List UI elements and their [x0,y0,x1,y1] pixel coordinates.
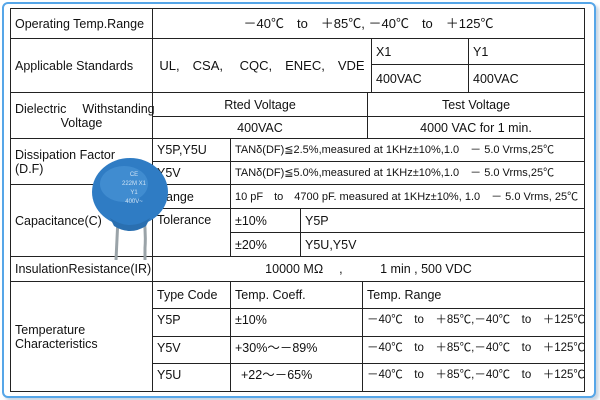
table-row-type: Y5P [157,313,181,327]
operating-temp-label: Operating Temp.Range [15,16,145,31]
operating-temp-value: －40℃ to ＋85℃, －40℃ to ＋125℃ [243,15,494,31]
dielectric-label-line2: Voltage [60,115,103,130]
tolerance-1-type: Y5P [305,213,329,228]
rated-voltage-value: 400VAC [237,120,283,135]
x1-header: X1 [376,44,392,59]
table-row-range: －40℃ to ＋85℃,－40℃ to ＋125℃ [367,342,585,354]
table-row-coeff: +30%～－89% [235,341,318,355]
dissipation-label: Dissipation Factor (D.F) [11,139,152,184]
temp-coeff-header: Temp. Coeff. [235,288,306,302]
standards-list: UL, CSA, CQC, ENEC, VDE [159,57,365,73]
x1-voltage: 400VAC [376,71,422,86]
table-row-range: －40℃ to ＋85℃,－40℃ to ＋125℃ [367,369,585,381]
standards-label: Applicable Standards [15,58,134,73]
temperature-label: Temperature Characteristics [11,282,152,391]
tolerance-2: ±20% [235,237,267,252]
range-text: 10 pF to 4700 pF. measured at 1KHz±10%, … [235,190,579,203]
capacitance-label: Capacitance(C) [15,213,102,228]
tolerance-label: Tolerance [157,213,212,227]
dissipation-label-line1: Dissipation Factor [15,147,116,162]
insulation-value: 10000 MΩ , 1 min , 500 VDC [265,262,472,276]
capacitor-image: CE 222M X1 Y1 400V~ [92,158,168,260]
table-row-type: Y5V [157,341,181,355]
temperature-label-line1: Temperature [15,322,86,337]
tolerance-1: ±10% [235,213,267,228]
test-voltage-header: Test Voltage [441,97,511,112]
dielectric-label-line1: Dielectric Withstanding [15,101,155,116]
table-row-type: Y5U [157,368,182,382]
y1-header: Y1 [473,44,489,59]
dielectric-label: Dielectric Withstanding Voltage [11,93,155,138]
marking-line4: 400V~ [125,199,143,205]
insulation-label: InsulationResistance(IR) [15,262,152,276]
marking-line3: Y1 [130,190,138,196]
dissipation-label-line2: (D.F) [15,161,44,176]
df-type-1: Y5P,Y5U [157,143,207,157]
spec-table: Operating Temp.Range －40℃ to ＋85℃, －40℃ … [10,8,585,392]
temp-range-header: Temp. Range [367,288,442,302]
table-row-range: －40℃ to ＋85℃,－40℃ to ＋125℃ [367,314,585,326]
df-text-2: TANδ(DF)≦5.0%,measured at 1KHz±10%,1.0 －… [235,167,555,179]
marking-line2: 222M X1 [122,181,147,187]
temperature-label-line2: Characteristics [15,336,98,351]
tolerance-2-type: Y5U,Y5V [305,237,357,252]
test-voltage-value: 4000 VAC for 1 min. [420,120,532,135]
type-code-header: Type Code [157,288,218,302]
marking-line1: CE [130,172,138,178]
table-row-coeff: ±10% [235,313,267,327]
rated-voltage-header: Rted Voltage [224,97,296,112]
table-row-coeff: +22～－65% [241,368,313,382]
y1-voltage: 400VAC [473,71,519,86]
df-text-1: TANδ(DF)≦2.5%,measured at 1KHz±10%,1.0 －… [235,144,555,156]
